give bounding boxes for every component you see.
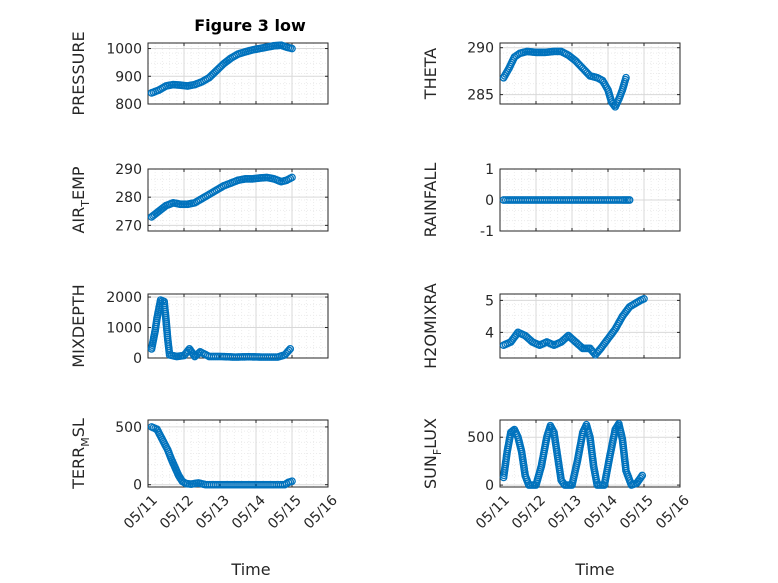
data-point [284,346,293,355]
data-point [195,349,203,357]
y-axis-label: H2OMIXRA [421,283,440,369]
y-tick-label: -1 [480,224,494,240]
data-point [288,173,296,182]
y-axis-label: TERRMSL [69,418,92,490]
y-tick-label: 0 [485,193,494,209]
y-tick-label: 0 [133,351,142,367]
y-tick-label: 285 [467,88,494,104]
data-point [637,473,645,481]
y-tick-label: 500 [115,420,142,436]
data-point [625,196,634,204]
data-point [286,345,295,353]
y-tick-label: 1 [485,162,494,178]
y-tick-label: 4 [485,325,494,341]
subplot-pressure: 800 900 1000 PRESSURE [69,31,329,116]
data-point [640,294,648,303]
axes-box [499,293,681,359]
y-axis-label: RAINFALL [421,163,440,238]
axes-box [499,42,681,105]
y-axis-label: MIXDEPTH [69,284,88,367]
y-tick-label: 5 [485,293,494,309]
data-point [288,44,296,53]
y-axis-label: PRESSURE [69,31,88,115]
y-axis-label: THETA [421,48,440,100]
y-tick-label: 800 [115,97,142,113]
y-tick-label: 900 [115,69,142,85]
y-tick-label: 1000 [106,42,142,58]
x-axis-label-left: Time [230,560,270,579]
axes-box [147,42,329,105]
y-tick-label: 290 [115,162,142,178]
y-axis-label: SUNFLUX [421,418,444,489]
subplot-mixdepth: 0 1000 2000 MIXDEPTH [69,284,329,368]
data-point [288,477,296,486]
y-tick-label: 0 [133,478,142,494]
y-tick-label: 2000 [106,290,142,306]
data-point [622,73,630,82]
x-axis-label-right: Time [574,560,614,579]
data-point [590,349,598,358]
subplot-rainfall: -1 0 1 RAINFALL [421,162,681,240]
y-tick-label: 280 [115,190,142,206]
subplot-airtemp: 270 280 290 AIRTEMP [69,162,329,234]
subplot-h2omixra: 4 5 H2OMIXRA [421,283,681,369]
y-tick-label: 0 [485,478,494,494]
y-tick-label: 1000 [106,321,142,337]
y-axis-label: AIRTEMP [69,166,92,233]
chart-title: Figure 3 low [194,16,306,35]
data-point [638,471,647,480]
y-tick-label: 290 [467,41,494,57]
axes-box [147,168,329,232]
y-tick-label: 500 [467,430,494,446]
axes-box [499,419,681,488]
y-tick-label: 270 [115,218,142,234]
subplot-theta: 285 290 THETA [421,41,681,111]
